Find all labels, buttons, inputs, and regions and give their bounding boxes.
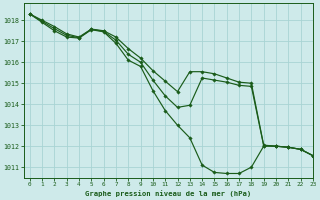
X-axis label: Graphe pression niveau de la mer (hPa): Graphe pression niveau de la mer (hPa): [85, 190, 252, 197]
